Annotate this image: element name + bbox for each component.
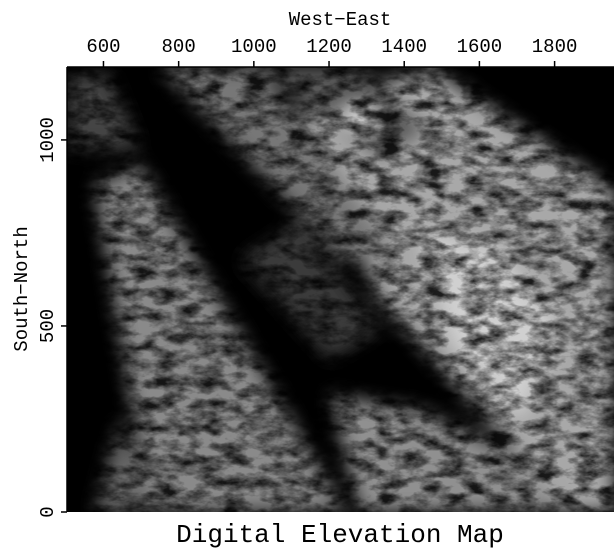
elevation-image [67, 67, 614, 512]
y-axis-label: South−North [11, 226, 33, 351]
x-tick-label: 1200 [306, 36, 352, 58]
page: {"chart_data": {"type": "image", "title"… [0, 0, 614, 550]
x-tick-label: 1000 [231, 36, 277, 58]
x-axis-label: West−East [289, 9, 392, 31]
x-tick-label: 1400 [381, 36, 427, 58]
y-tick-label: 500 [37, 309, 59, 343]
chart: West−East South−North Digital Elevation … [0, 0, 614, 550]
chart-title: Digital Elevation Map [176, 520, 504, 550]
x-tick-label: 1600 [457, 36, 503, 58]
x-tick-label: 1800 [532, 36, 578, 58]
y-tick-label: 0 [37, 506, 59, 517]
x-tick-label: 600 [86, 36, 120, 58]
y-tick-label: 1000 [37, 117, 59, 163]
x-tick-label: 800 [162, 36, 196, 58]
